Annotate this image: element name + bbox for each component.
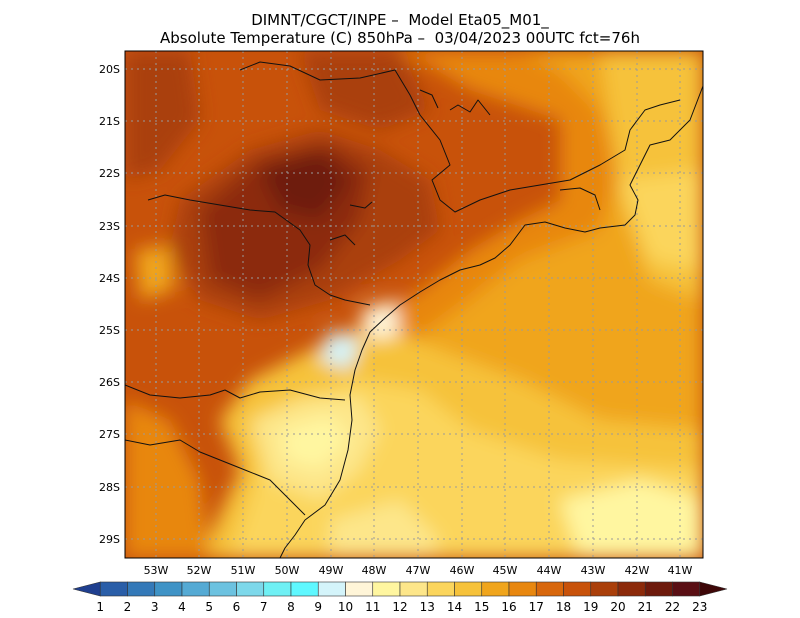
- colorbar-label: 15: [474, 600, 489, 614]
- state-border-sp-pr: [147, 194, 371, 306]
- colorbar-label: 6: [233, 600, 241, 614]
- map-frame: [124, 50, 704, 559]
- longitude-axis: 53W 52W 51W 50W 49W 48W 47W 46W 45W 44W …: [144, 564, 693, 577]
- colorbar-swatch: [672, 581, 701, 597]
- colorbar-label: 20: [610, 600, 625, 614]
- lon-label: 51W: [231, 564, 256, 577]
- colorbar-swatch: [372, 581, 401, 597]
- colorbar-label: 1: [96, 600, 104, 614]
- colorbar-label: 10: [338, 600, 353, 614]
- colorbar-swatch: [263, 581, 292, 597]
- lon-label: 42W: [625, 564, 650, 577]
- lon-label: 50W: [275, 564, 300, 577]
- colorbar-swatch: [481, 581, 510, 597]
- colorbar-label: 5: [205, 600, 213, 614]
- colorbar-label: 13: [420, 600, 435, 614]
- colorbar-swatch: [290, 581, 319, 597]
- temperature-field: [125, 51, 703, 558]
- colorbar-swatch: [590, 581, 619, 597]
- state-border-sp-mg: [239, 61, 681, 213]
- state-border-rj: [559, 187, 601, 211]
- lat-label: 29S: [99, 533, 120, 546]
- lat-label: 25S: [99, 324, 120, 337]
- lon-label: 49W: [319, 564, 344, 577]
- lon-label: 44W: [537, 564, 562, 577]
- colorbar-label: 19: [583, 600, 598, 614]
- colorbar-label: 14: [447, 600, 462, 614]
- lat-label: 21S: [99, 115, 120, 128]
- colorbar-label: 22: [665, 600, 680, 614]
- state-border-sc-rs: [125, 439, 306, 516]
- colorbar-swatch: [345, 581, 374, 597]
- map-gridlines: [125, 51, 703, 558]
- colorbar-label: 12: [392, 600, 407, 614]
- colorbar-label: 18: [556, 600, 571, 614]
- colorbar-swatch: [535, 581, 564, 597]
- colorbar-label: 4: [178, 600, 186, 614]
- colorbar-label: 17: [529, 600, 544, 614]
- lon-label: 46W: [450, 564, 475, 577]
- colorbar-swatch: [236, 581, 265, 597]
- lon-label: 48W: [362, 564, 387, 577]
- colorbar-swatch: [317, 581, 346, 597]
- lat-label: 28S: [99, 481, 120, 494]
- lon-label: 53W: [144, 564, 169, 577]
- colorbar-swatch: [181, 581, 210, 597]
- lon-label: 45W: [493, 564, 518, 577]
- lat-label: 24S: [99, 272, 120, 285]
- chart-title-line2: Absolute Temperature (C) 850hPa – 03/04/…: [160, 29, 640, 47]
- state-border-pr-sc: [125, 384, 346, 401]
- colorbar-swatch: [644, 581, 673, 597]
- colorbar-label: 23: [692, 600, 707, 614]
- lon-label: 47W: [406, 564, 431, 577]
- colorbar-swatch: [699, 581, 728, 597]
- lat-label: 26S: [99, 376, 120, 389]
- colorbar-label: 3: [151, 600, 159, 614]
- coastline-and-borders: [125, 61, 703, 558]
- lon-label: 52W: [187, 564, 212, 577]
- colorbar-swatch: [508, 581, 537, 597]
- colorbar-label: 2: [124, 600, 132, 614]
- lat-label: 22S: [99, 167, 120, 180]
- colorbar-swatch: [617, 581, 646, 597]
- lat-label: 20S: [99, 63, 120, 76]
- lat-label: 23S: [99, 220, 120, 233]
- colorbar-swatch: [99, 581, 128, 597]
- colorbar: 1 2 3 4 5 6 7 8 9 10 11 12 13 14 15 16 17 18 19 20 21 22 23: [72, 581, 728, 614]
- colorbar-label: 21: [638, 600, 653, 614]
- reservoir-lines: [329, 89, 491, 246]
- colorbar-swatch: [563, 581, 592, 597]
- colorbar-swatch: [72, 581, 101, 597]
- colorbar-swatch: [399, 581, 428, 597]
- lat-label: 27S: [99, 428, 120, 441]
- colorbar-label: 8: [287, 600, 295, 614]
- colorbar-label: 11: [365, 600, 380, 614]
- colorbar-swatch: [127, 581, 156, 597]
- lon-label: 43W: [581, 564, 606, 577]
- colorbar-swatch: [154, 581, 183, 597]
- colorbar-label: 9: [314, 600, 322, 614]
- colorbar-swatch: [454, 581, 483, 597]
- colorbar-swatch: [208, 581, 237, 597]
- lon-label: 41W: [668, 564, 693, 577]
- colorbar-label: 7: [260, 600, 268, 614]
- chart-title-line1: DIMNT/CGCT/INPE – Model Eta05_M01_: [251, 11, 549, 29]
- colorbar-swatch: [426, 581, 455, 597]
- colorbar-label: 16: [501, 600, 516, 614]
- latitude-axis: 20S 21S 22S 23S 24S 25S 26S 27S 28S 29S: [99, 63, 120, 546]
- coastline: [279, 85, 703, 558]
